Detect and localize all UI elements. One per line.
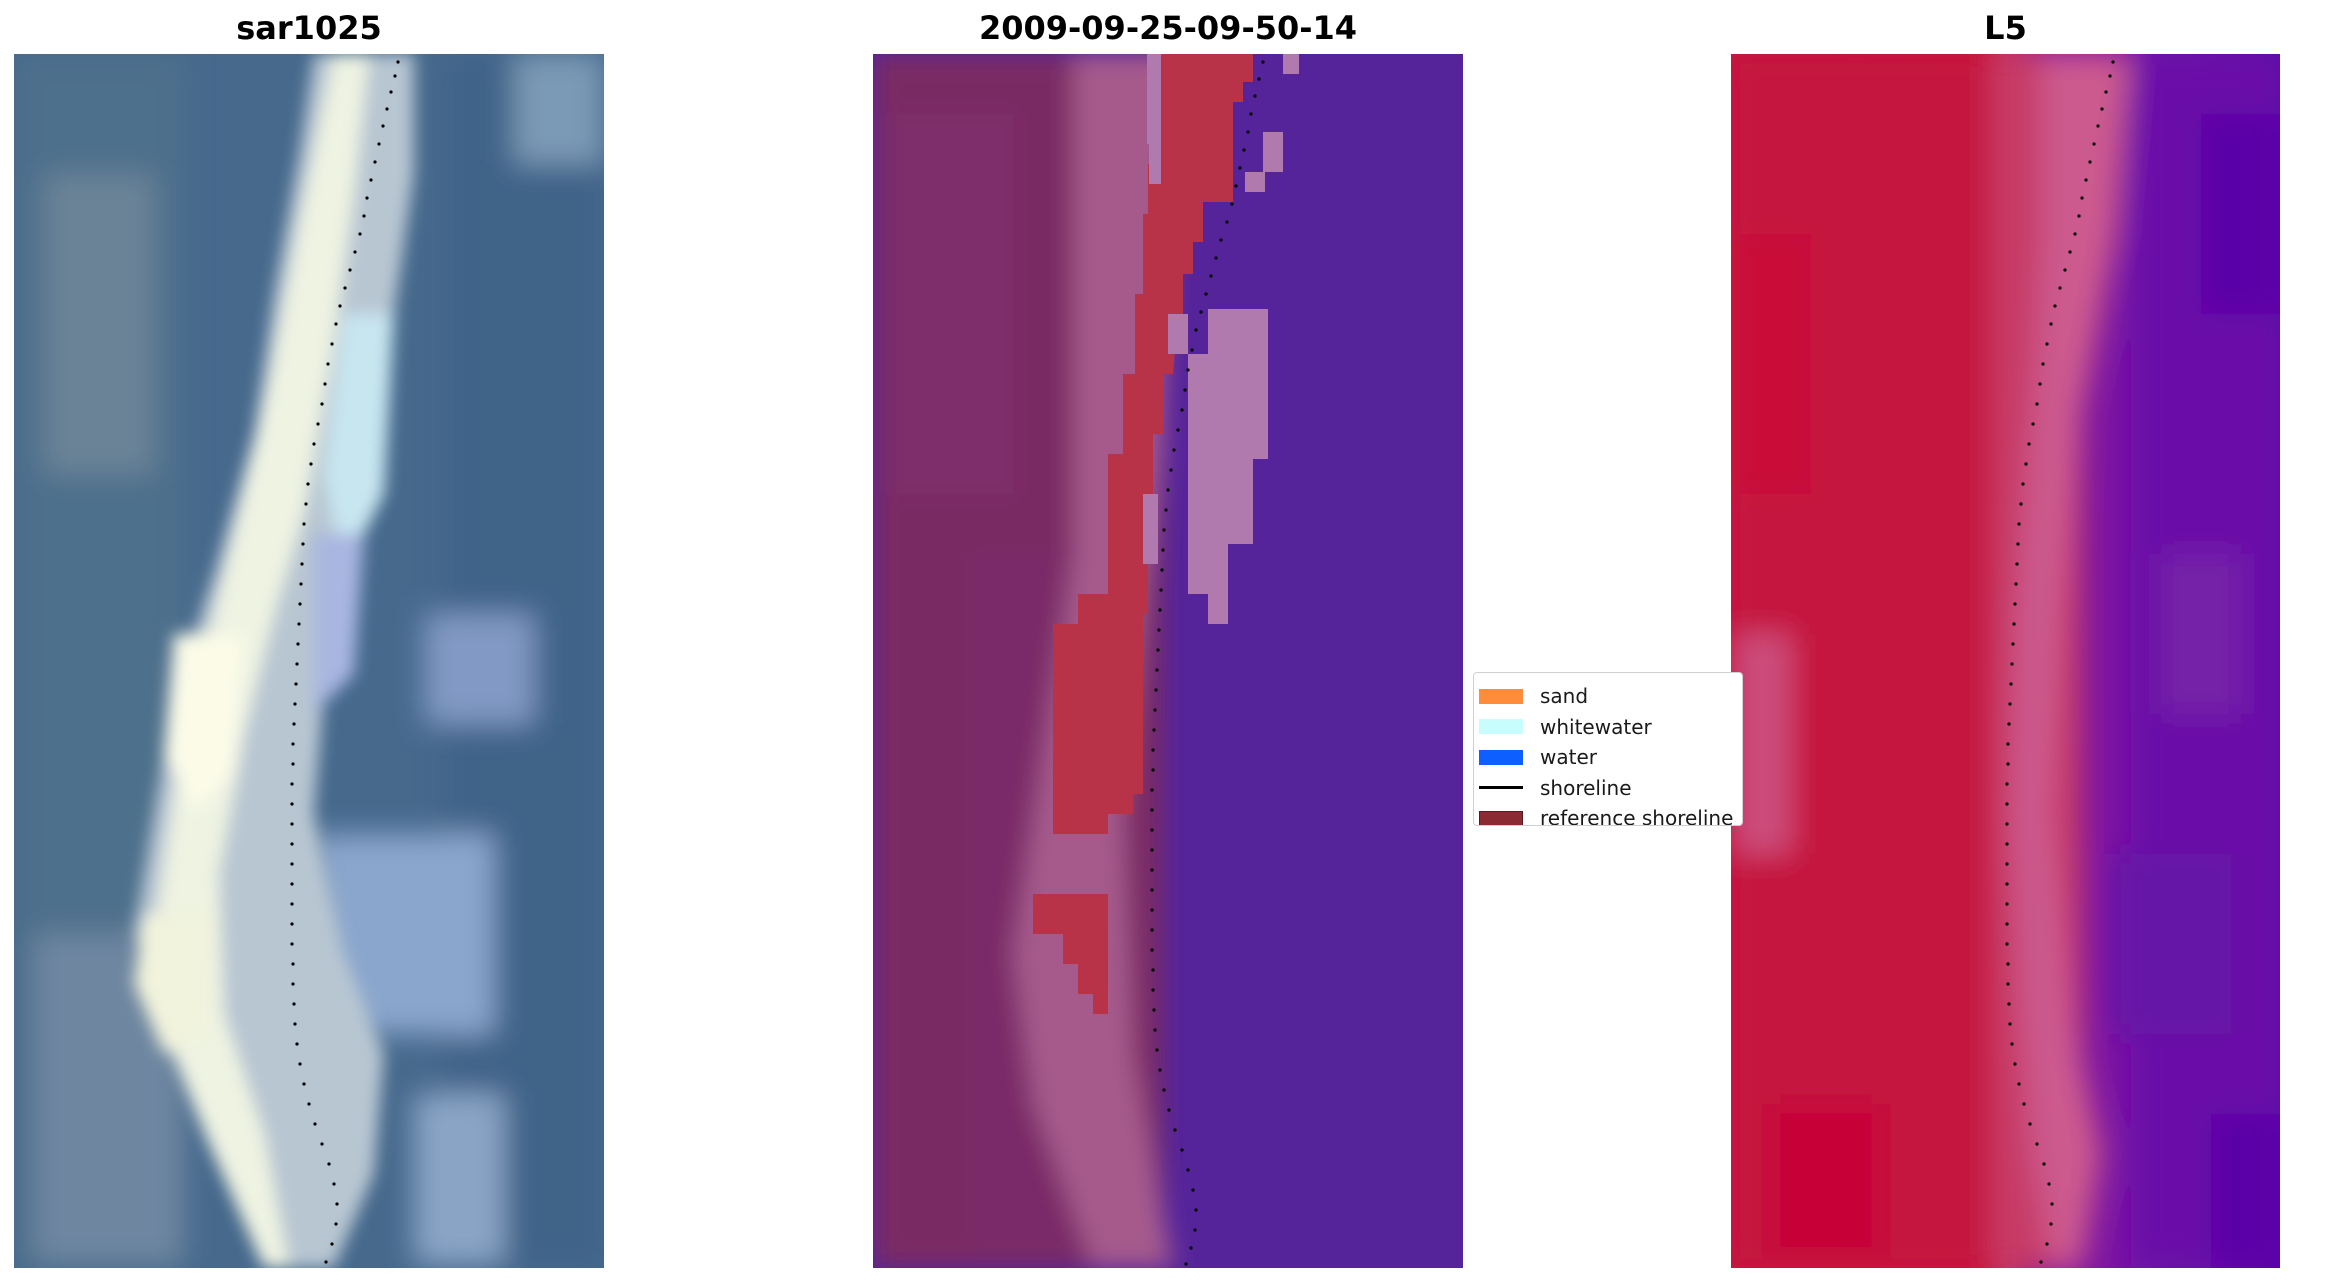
legend-label-reference-shoreline: reference shoreline	[1540, 806, 1734, 826]
shoreline-dots	[2005, 60, 2115, 1264]
panel-title-index: L5	[1984, 9, 2027, 47]
rgb-image	[14, 54, 604, 1268]
rgb-image-panel	[14, 54, 604, 1268]
classified-image-panel	[873, 54, 1463, 1268]
legend-swatch-sand	[1479, 688, 1523, 704]
panel-title-rgb: sar1025	[236, 9, 382, 47]
legend-label-sand: sand	[1540, 684, 1589, 709]
legend-item-whitewater: whitewater	[1474, 712, 1742, 743]
classified-image	[873, 54, 1463, 1268]
legend-item-water: water	[1474, 742, 1742, 773]
legend-label-water: water	[1540, 745, 1597, 770]
index-image-panel	[1731, 54, 2280, 1268]
legend-label-whitewater: whitewater	[1540, 714, 1652, 739]
shoreline-dots	[1150, 60, 1265, 1266]
legend-label-shoreline: shoreline	[1540, 775, 1632, 800]
legend-line-shoreline	[1479, 786, 1523, 790]
index-image	[1731, 54, 2280, 1268]
shoreline-dots	[290, 60, 400, 1264]
legend: sand whitewater water shoreline referenc…	[1473, 672, 1743, 826]
legend-item-sand: sand	[1474, 681, 1742, 712]
legend-swatch-reference-shoreline	[1479, 810, 1523, 825]
legend-swatch-water	[1479, 749, 1523, 765]
panel-title-classified: 2009-09-25-09-50-14	[978, 9, 1358, 47]
legend-item-reference-shoreline: reference shoreline	[1474, 803, 1742, 826]
legend-swatch-whitewater	[1479, 719, 1523, 735]
legend-item-shoreline: shoreline	[1474, 773, 1742, 804]
